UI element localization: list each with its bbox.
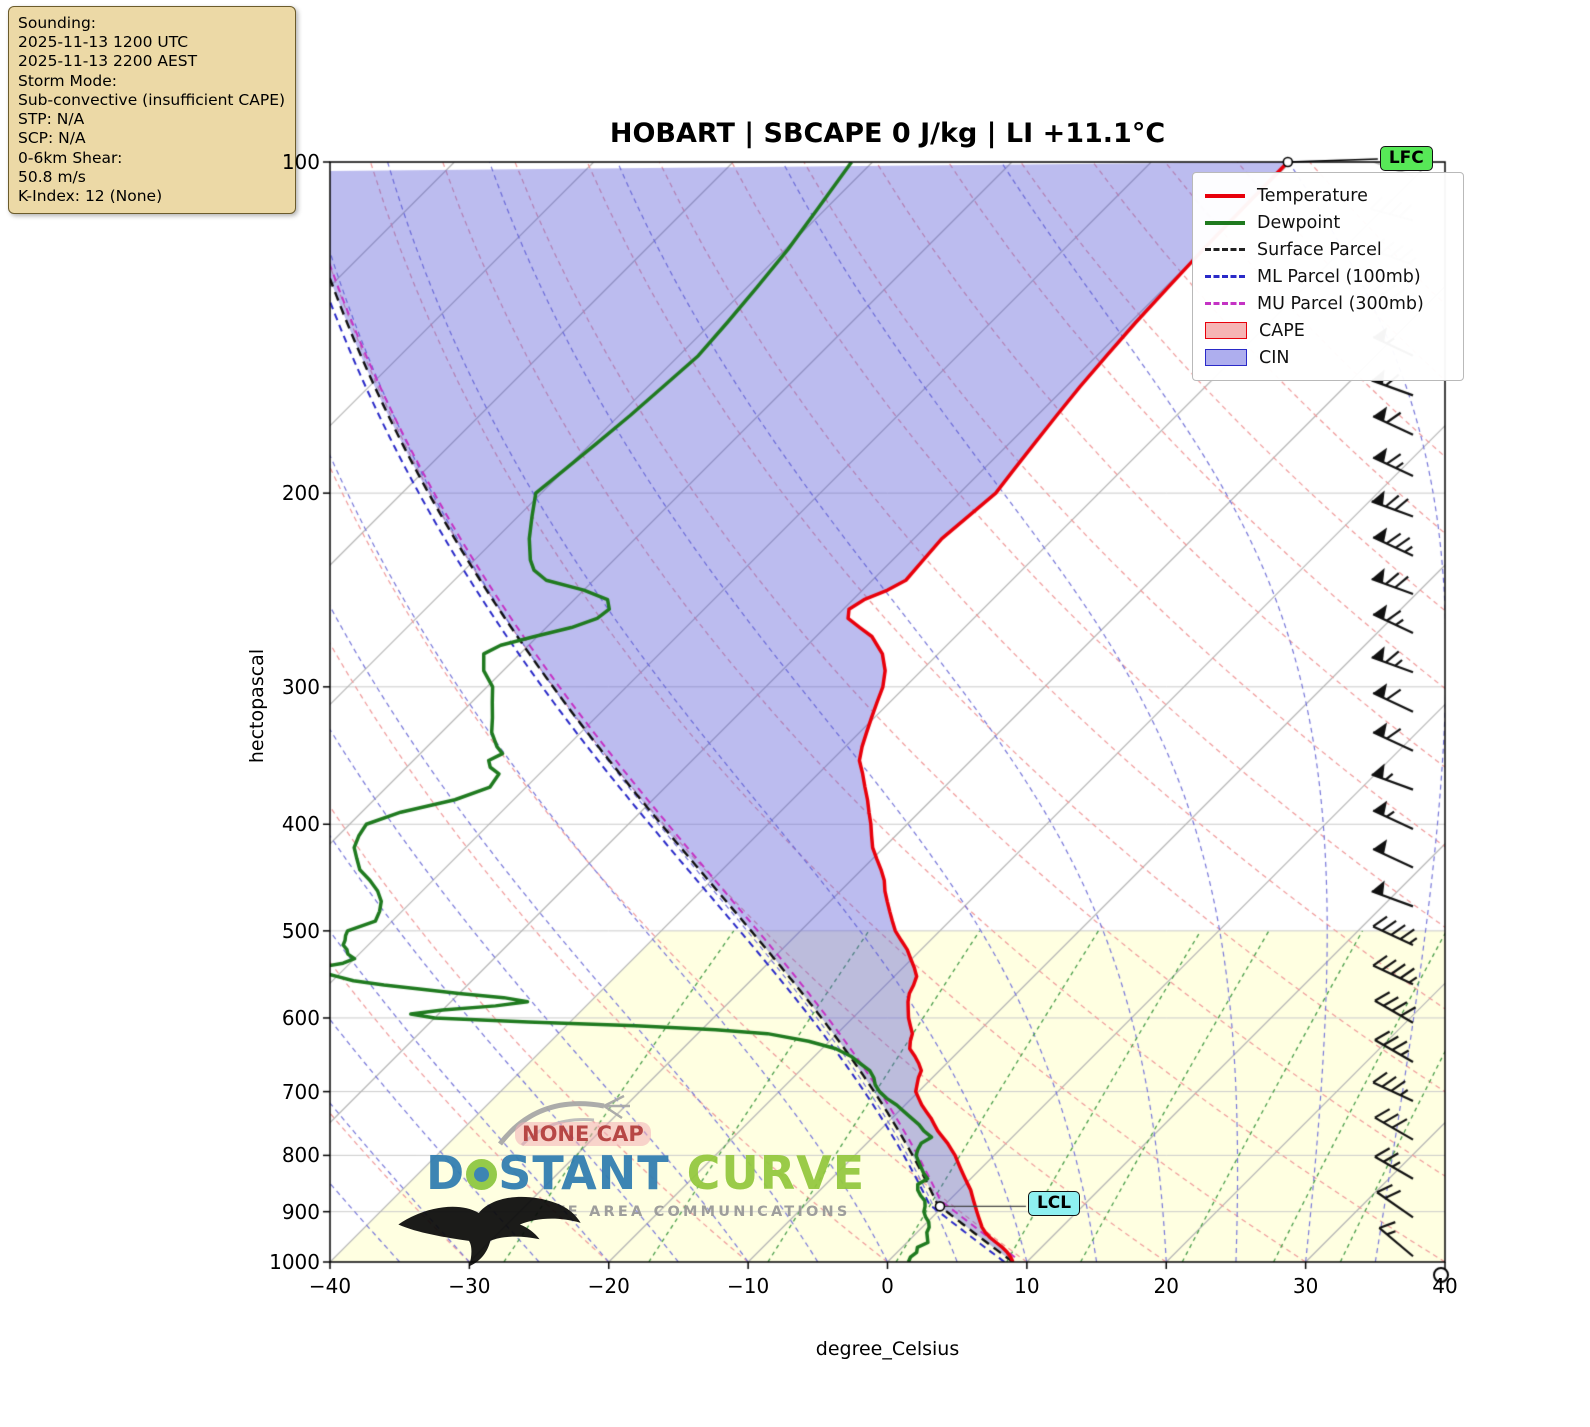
watermark-subtitle: REMOTE AREA COMMUNICATIONS xyxy=(494,1204,851,1220)
info-line: SCP: N/A xyxy=(18,129,86,148)
brand-letter-d: D xyxy=(426,1146,466,1200)
legend-item: Surface Parcel xyxy=(1205,236,1451,263)
info-line: 50.8 m/s xyxy=(18,167,86,186)
sounding-info-box: Sounding: 2025-11-13 1200 UTC 2025-11-13 2… xyxy=(8,6,296,215)
info-line: K-Index: 12 (None) xyxy=(18,186,163,205)
y-tick-label: 1000 xyxy=(269,1250,320,1274)
legend-label: Surface Parcel xyxy=(1257,239,1382,260)
y-tick-label: 900 xyxy=(281,1199,320,1224)
target-icon xyxy=(466,1159,498,1190)
info-line: 2025-11-13 1200 UTC xyxy=(18,33,189,52)
x-tick-label: 40 xyxy=(1432,1274,1458,1298)
legend-label: CAPE xyxy=(1259,320,1305,341)
info-line: STP: N/A xyxy=(18,110,85,129)
chart-legend: Temperature Dewpoint Surface Parcel ML Parc… xyxy=(1192,172,1464,381)
y-tick-label: 200 xyxy=(281,481,320,506)
x-tick-label: 10 xyxy=(1014,1274,1040,1298)
legend-label: Dewpoint xyxy=(1257,212,1341,233)
x-tick-label: 20 xyxy=(1153,1274,1179,1298)
legend-swatch-icon xyxy=(1205,275,1245,278)
legend-label: Temperature xyxy=(1257,185,1368,206)
x-tick-label: −40 xyxy=(308,1274,352,1298)
y-tick-label: 100 xyxy=(281,150,320,174)
x-tick-label: 30 xyxy=(1292,1274,1319,1298)
legend-item: ML Parcel (100mb) xyxy=(1205,263,1451,290)
legend-item: Dewpoint xyxy=(1205,209,1451,236)
x-tick-label: −30 xyxy=(448,1274,491,1298)
watermark-logo: NONE CAP D STANT CURVE REMOTE AREA COMMUN… xyxy=(382,1088,864,1273)
y-tick-label: 600 xyxy=(281,1005,320,1030)
legend-item: MU Parcel (300mb) xyxy=(1205,290,1451,317)
info-line: Sounding: xyxy=(18,14,96,32)
y-tick-label: 800 xyxy=(281,1143,320,1168)
watermark-tagline: NONE CAP xyxy=(515,1122,651,1146)
x-tick-label: −10 xyxy=(727,1274,770,1298)
legend-swatch-icon xyxy=(1205,248,1245,251)
y-tick-label: 500 xyxy=(281,918,320,943)
info-line: 2025-11-13 2200 AEST xyxy=(18,52,198,71)
legend-label: ML Parcel (100mb) xyxy=(1257,266,1421,287)
lfc-badge: LFC xyxy=(1379,146,1433,171)
lcl-badge: LCL xyxy=(1027,1191,1081,1217)
brand-stant: STANT xyxy=(498,1146,670,1200)
info-line: Sub-convective (insufficient CAPE) xyxy=(18,90,286,109)
x-tick-label: 0 xyxy=(881,1274,894,1298)
legend-item: CIN xyxy=(1205,344,1451,371)
legend-item: CAPE xyxy=(1205,317,1451,344)
y-tick-label: 300 xyxy=(281,674,320,699)
page-title: HOBART | SBCAPE 0 J/kg | LI +11.1°C xyxy=(609,118,1166,149)
bird-icon xyxy=(398,1196,581,1267)
brand-curve: CURVE xyxy=(686,1146,866,1200)
legend-swatch-icon xyxy=(1205,193,1245,198)
watermark-brand: D STANT CURVE xyxy=(426,1146,865,1200)
x-tick-label: −20 xyxy=(587,1274,630,1298)
info-line: Storm Mode: xyxy=(18,71,117,90)
info-line: 0-6km Shear: xyxy=(18,148,123,167)
legend-swatch-icon xyxy=(1205,349,1247,366)
legend-swatch-icon xyxy=(1205,302,1245,305)
y-tick-label: 400 xyxy=(281,812,320,837)
legend-item: Temperature xyxy=(1205,182,1451,209)
legend-label: CIN xyxy=(1259,347,1290,368)
y-axis-label: hectopascal xyxy=(246,648,268,764)
legend-swatch-icon xyxy=(1205,322,1247,339)
legend-swatch-icon xyxy=(1205,220,1245,225)
y-tick-label: 700 xyxy=(281,1079,320,1104)
x-axis-label: degree_Celsius xyxy=(815,1338,960,1360)
legend-label: MU Parcel (300mb) xyxy=(1257,293,1424,314)
